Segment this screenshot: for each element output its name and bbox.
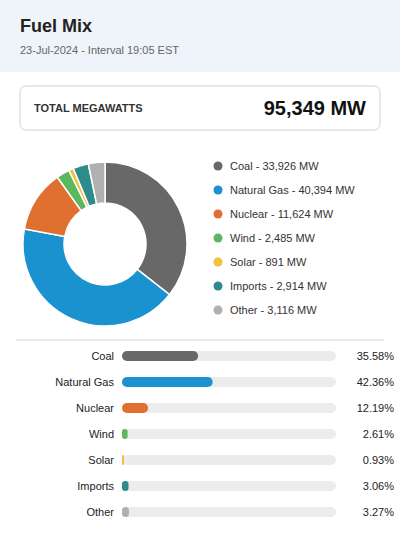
- legend-entry: Coal - 33,926 MW: [230, 160, 319, 172]
- data-label: 12.19%: [357, 402, 395, 414]
- legend-marker: [214, 306, 223, 315]
- bar: [122, 377, 213, 387]
- subtitle: 23-Jul-2024 - Interval 19:05 EST: [20, 44, 179, 56]
- category-label: Imports: [77, 480, 114, 492]
- bar: [122, 429, 128, 439]
- legend-marker: [214, 186, 223, 195]
- category-label: Solar: [88, 454, 114, 466]
- bar: [122, 455, 124, 465]
- legend-marker: [214, 282, 223, 291]
- bar-track: [122, 351, 336, 361]
- data-label: 0.93%: [363, 454, 394, 466]
- legend-marker: [214, 258, 223, 267]
- header: [0, 0, 400, 72]
- data-label: 35.58%: [357, 350, 395, 362]
- total-value: 95,349 MW: [264, 97, 366, 119]
- donut-slice: [88, 162, 105, 204]
- total-box: [20, 86, 380, 130]
- separator: [16, 340, 384, 341]
- category-label: Natural Gas: [55, 376, 114, 388]
- bar-track: [122, 507, 336, 517]
- donut-slice: [105, 162, 187, 295]
- donut-slice: [23, 229, 170, 326]
- category-label: Other: [86, 506, 114, 518]
- bar: [122, 403, 148, 413]
- category-label: Coal: [91, 350, 114, 362]
- legend: Coal - 33,926 MW Natural Gas - 40,394 MW N…: [214, 160, 356, 316]
- donut: [23, 162, 187, 326]
- legend-entry: Wind - 2,485 MW: [230, 232, 316, 244]
- legend-marker: [214, 162, 223, 171]
- legend-marker: [214, 234, 223, 243]
- data-label: 2.61%: [363, 428, 394, 440]
- title: Fuel Mix: [20, 16, 92, 36]
- legend-entry: Nuclear - 11,624 MW: [230, 208, 334, 220]
- data-label: 42.36%: [357, 376, 395, 388]
- bar: [122, 351, 198, 361]
- bar-tracks: [122, 351, 336, 517]
- bar-track: [122, 429, 336, 439]
- bar: [122, 481, 129, 491]
- bars: [122, 351, 213, 517]
- legend-entry: Other - 3,116 MW: [230, 304, 317, 316]
- category-label: Nuclear: [76, 402, 114, 414]
- bar-track: [122, 481, 336, 491]
- legend-entry: Solar - 891 MW: [230, 256, 307, 268]
- bar-track: [122, 403, 336, 413]
- total-label: TOTAL MEGAWATTS: [34, 102, 143, 114]
- bar-labels: Coal 35.58% Natural Gas 42.36% Nuclear 12.19%…: [55, 350, 394, 518]
- legend-marker: [214, 210, 223, 219]
- legend-entry: Imports - 2,914 MW: [230, 280, 327, 292]
- category-label: Wind: [89, 428, 114, 440]
- page: Fuel Mix 23-Jul-2024 - Interval 19:05 EST…: [0, 0, 400, 535]
- bar-track: [122, 377, 336, 387]
- data-label: 3.06%: [363, 480, 394, 492]
- bar-track: [122, 455, 336, 465]
- data-label: 3.27%: [363, 506, 394, 518]
- bar: [122, 507, 129, 517]
- legend-entry: Natural Gas - 40,394 MW: [230, 184, 355, 196]
